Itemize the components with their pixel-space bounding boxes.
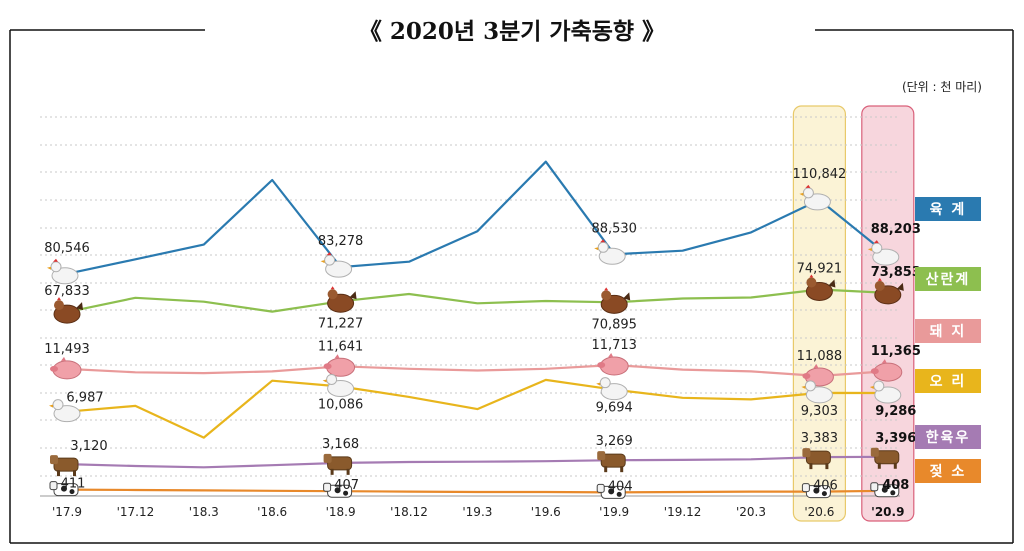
data-label-duck-0: 6,987 (66, 391, 103, 406)
broiler-marker-icon-8 (594, 239, 626, 265)
layer-marker-icon-4 (327, 286, 357, 313)
data-label-hanwoo-0: 3,120 (70, 439, 107, 454)
layer-marker-icon-12 (874, 277, 904, 305)
chart-title: 《 2020년 3분기 가축동향 》 (359, 18, 665, 45)
hanwoo-marker-icon-8 (597, 451, 626, 473)
x-tick-8: '19.9 (599, 505, 629, 519)
duck-marker-icon-8 (596, 377, 628, 401)
legend-swatch-pig (915, 319, 981, 343)
duck-marker-icon-0 (49, 399, 81, 423)
pig-marker-icon-4 (323, 354, 356, 377)
x-tick-5: '18.12 (390, 505, 428, 519)
pig-marker-icon-12 (870, 359, 903, 382)
data-label-broiler-4: 83,278 (318, 234, 364, 249)
x-tick-3: '18.6 (257, 505, 287, 519)
data-label-broiler-0: 80,546 (44, 241, 90, 256)
x-tick-9: '19.12 (664, 505, 702, 519)
legend-label-broiler: 육 계 (930, 202, 967, 218)
broiler-marker-icon-0 (47, 258, 79, 285)
dairy-marker-icon-12 (870, 482, 900, 498)
x-tick-11: '20.6 (804, 505, 834, 519)
series-line-layer (66, 288, 888, 314)
data-label-pig-11: 11,088 (797, 349, 843, 364)
legend-swatch-dairy (915, 459, 981, 483)
dairy-marker-icon-11 (801, 483, 831, 499)
data-label-broiler-8: 88,530 (591, 221, 637, 236)
series-line-duck (66, 378, 888, 439)
duck-marker-icon-12 (869, 380, 902, 404)
data-label-hanwoo-4: 3,168 (322, 437, 359, 452)
layer-marker-icon-8 (600, 287, 631, 314)
x-tick-12: '20.9 (871, 505, 904, 519)
data-label-pig-8: 11,713 (591, 338, 637, 353)
data-label-dairy-4: 407 (334, 478, 359, 493)
data-label-pig-4: 11,641 (318, 339, 364, 354)
dairy-marker-icon-8 (596, 483, 626, 499)
hanwoo-marker-icon-12 (870, 447, 900, 469)
series-line-dairy (66, 488, 888, 494)
legend-label-dairy: 젖 소 (930, 463, 967, 480)
data-label-broiler-11: 110,842 (793, 167, 847, 182)
pig-marker-icon-8 (597, 353, 629, 376)
dairy-marker-icon-0 (49, 481, 79, 497)
legend-swatch-layer (915, 267, 981, 291)
broiler-marker-icon-4 (320, 252, 353, 278)
legend-label-layer: 산란계 (926, 271, 971, 288)
data-label-layer-8: 70,895 (591, 317, 637, 332)
data-label-pig-12: 11,365 (871, 344, 921, 359)
data-label-duck-11: 9,303 (801, 404, 838, 419)
data-label-layer-11: 74,921 (797, 261, 843, 276)
x-tick-6: '19.3 (462, 505, 492, 519)
x-tick-10: '20.3 (736, 505, 766, 519)
data-label-duck-12: 9,286 (875, 404, 916, 419)
legend-swatch-broiler (915, 197, 981, 221)
pig-marker-icon-0 (50, 356, 82, 380)
broiler-marker-icon-11 (799, 184, 831, 211)
legend-label-pig: 돼 지 (930, 324, 967, 340)
data-label-layer-4: 71,227 (318, 316, 364, 331)
duck-marker-icon-11 (801, 380, 833, 404)
series-line-broiler (66, 160, 889, 275)
data-label-pig-0: 11,493 (44, 342, 90, 357)
legend-label-duck: 오 리 (930, 374, 967, 390)
x-tick-1: '17.12 (117, 505, 155, 519)
unit-label: (단위 : 천 마리) (902, 79, 982, 94)
legend-label-hanwoo: 한육우 (926, 430, 971, 446)
data-label-duck-8: 9,694 (596, 401, 633, 416)
hanwoo-marker-icon-4 (323, 453, 353, 475)
data-label-dairy-8: 404 (608, 479, 633, 494)
duck-marker-icon-4 (322, 373, 355, 397)
data-label-dairy-11: 406 (813, 479, 838, 494)
hanwoo-marker-icon-0 (50, 455, 79, 477)
x-tick-0: '17.9 (52, 505, 82, 519)
x-tick-2: '18.3 (189, 505, 219, 519)
data-label-broiler-12: 88,203 (871, 222, 921, 237)
layer-marker-icon-0 (53, 297, 83, 324)
hanwoo-marker-icon-11 (802, 448, 831, 470)
dairy-marker-icon-4 (323, 482, 353, 498)
x-tick-4: '18.9 (326, 505, 356, 519)
data-label-hanwoo-12: 3,396 (875, 431, 916, 446)
data-label-dairy-12: 408 (882, 478, 909, 493)
data-label-hanwoo-8: 3,269 (596, 434, 633, 449)
broiler-marker-icon-12 (867, 240, 900, 266)
x-tick-7: '19.6 (531, 505, 561, 519)
data-label-dairy-0: 411 (61, 477, 86, 492)
data-label-hanwoo-11: 3,383 (801, 431, 838, 446)
data-label-layer-12: 73,853 (871, 265, 921, 280)
series-line-pig (66, 363, 888, 378)
legend-swatch-duck (915, 369, 981, 393)
layer-marker-icon-11 (805, 274, 836, 301)
series-line-hanwoo (66, 455, 888, 469)
highlight-column-12 (861, 105, 915, 522)
legend-swatch-hanwoo (915, 425, 981, 449)
data-label-duck-4: 10,086 (318, 397, 364, 412)
data-label-layer-0: 67,833 (44, 284, 90, 299)
